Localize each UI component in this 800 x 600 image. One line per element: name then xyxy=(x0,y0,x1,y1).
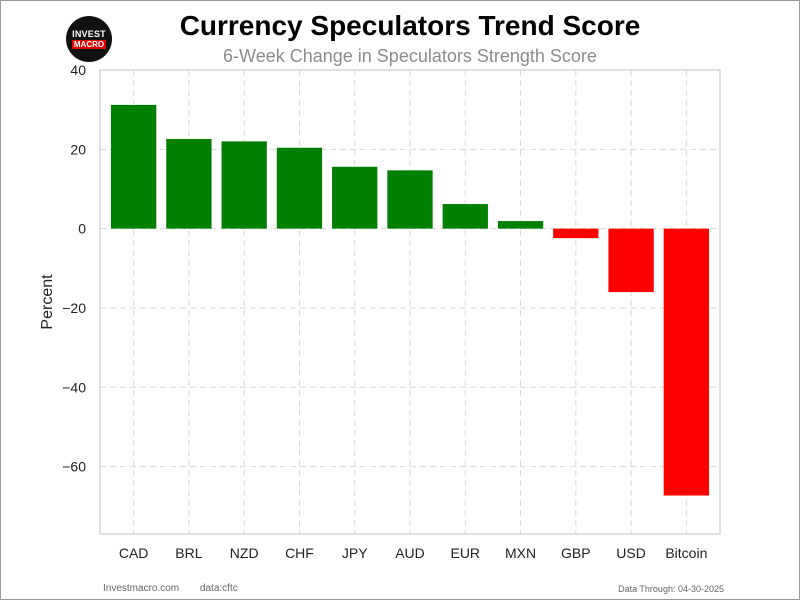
x-tick-label: CAD xyxy=(119,545,149,561)
chart-subtitle: 6-Week Change in Speculators Strength Sc… xyxy=(223,46,597,66)
bar-eur xyxy=(442,204,488,229)
x-axis-ticks: CAD BRL NZD CHF JPY AUD EUR MXN GBP USD Bitcoin xyxy=(119,545,708,561)
x-tick-label: GBP xyxy=(561,545,591,561)
y-tick-label: −60 xyxy=(62,459,86,475)
bar-gbp xyxy=(553,228,599,239)
y-tick-label: 20 xyxy=(70,141,86,157)
footer-data-through: Data Through: 04-30-2025 xyxy=(618,584,724,594)
x-tick-label: CHF xyxy=(285,545,314,561)
bar-cad xyxy=(110,104,157,229)
bar-bitcoin xyxy=(663,228,710,496)
x-tick-label: AUD xyxy=(395,545,425,561)
investmacro-logo: INVEST MACRO xyxy=(66,16,112,62)
x-tick-label: MXN xyxy=(505,545,536,561)
y-tick-label: −20 xyxy=(62,300,86,316)
y-tick-label: 40 xyxy=(70,62,86,78)
bar-jpy xyxy=(332,166,378,229)
y-axis-label: Percent xyxy=(39,274,56,330)
x-tick-label: Bitcoin xyxy=(665,545,707,561)
footer-source: data:cftc xyxy=(199,583,238,594)
bar-brl xyxy=(166,139,212,229)
x-tick-label: JPY xyxy=(342,545,368,561)
logo-text-macro: MACRO xyxy=(71,40,107,49)
x-tick-label: BRL xyxy=(175,545,202,561)
footer-left: Investmacro.com data:cftc xyxy=(103,583,238,594)
bar-chf xyxy=(276,147,323,229)
logo-text-invest: INVEST xyxy=(72,29,106,39)
bar-nzd xyxy=(221,141,267,229)
plot-area-border xyxy=(99,69,721,535)
x-tick-label: USD xyxy=(616,545,646,561)
bar-usd xyxy=(608,228,654,293)
bar-mxn xyxy=(497,221,544,229)
x-tick-label: EUR xyxy=(450,545,480,561)
bars xyxy=(110,104,710,496)
footer-site: Investmacro.com xyxy=(103,583,180,594)
bar-aud xyxy=(387,170,433,229)
y-tick-label: −40 xyxy=(62,379,86,395)
y-tick-label: 0 xyxy=(78,221,86,237)
y-axis-ticks: 40 20 0 −20 −40 −60 xyxy=(62,62,86,475)
x-tick-label: NZD xyxy=(230,545,259,561)
chart-title: Currency Speculators Trend Score xyxy=(179,10,641,41)
